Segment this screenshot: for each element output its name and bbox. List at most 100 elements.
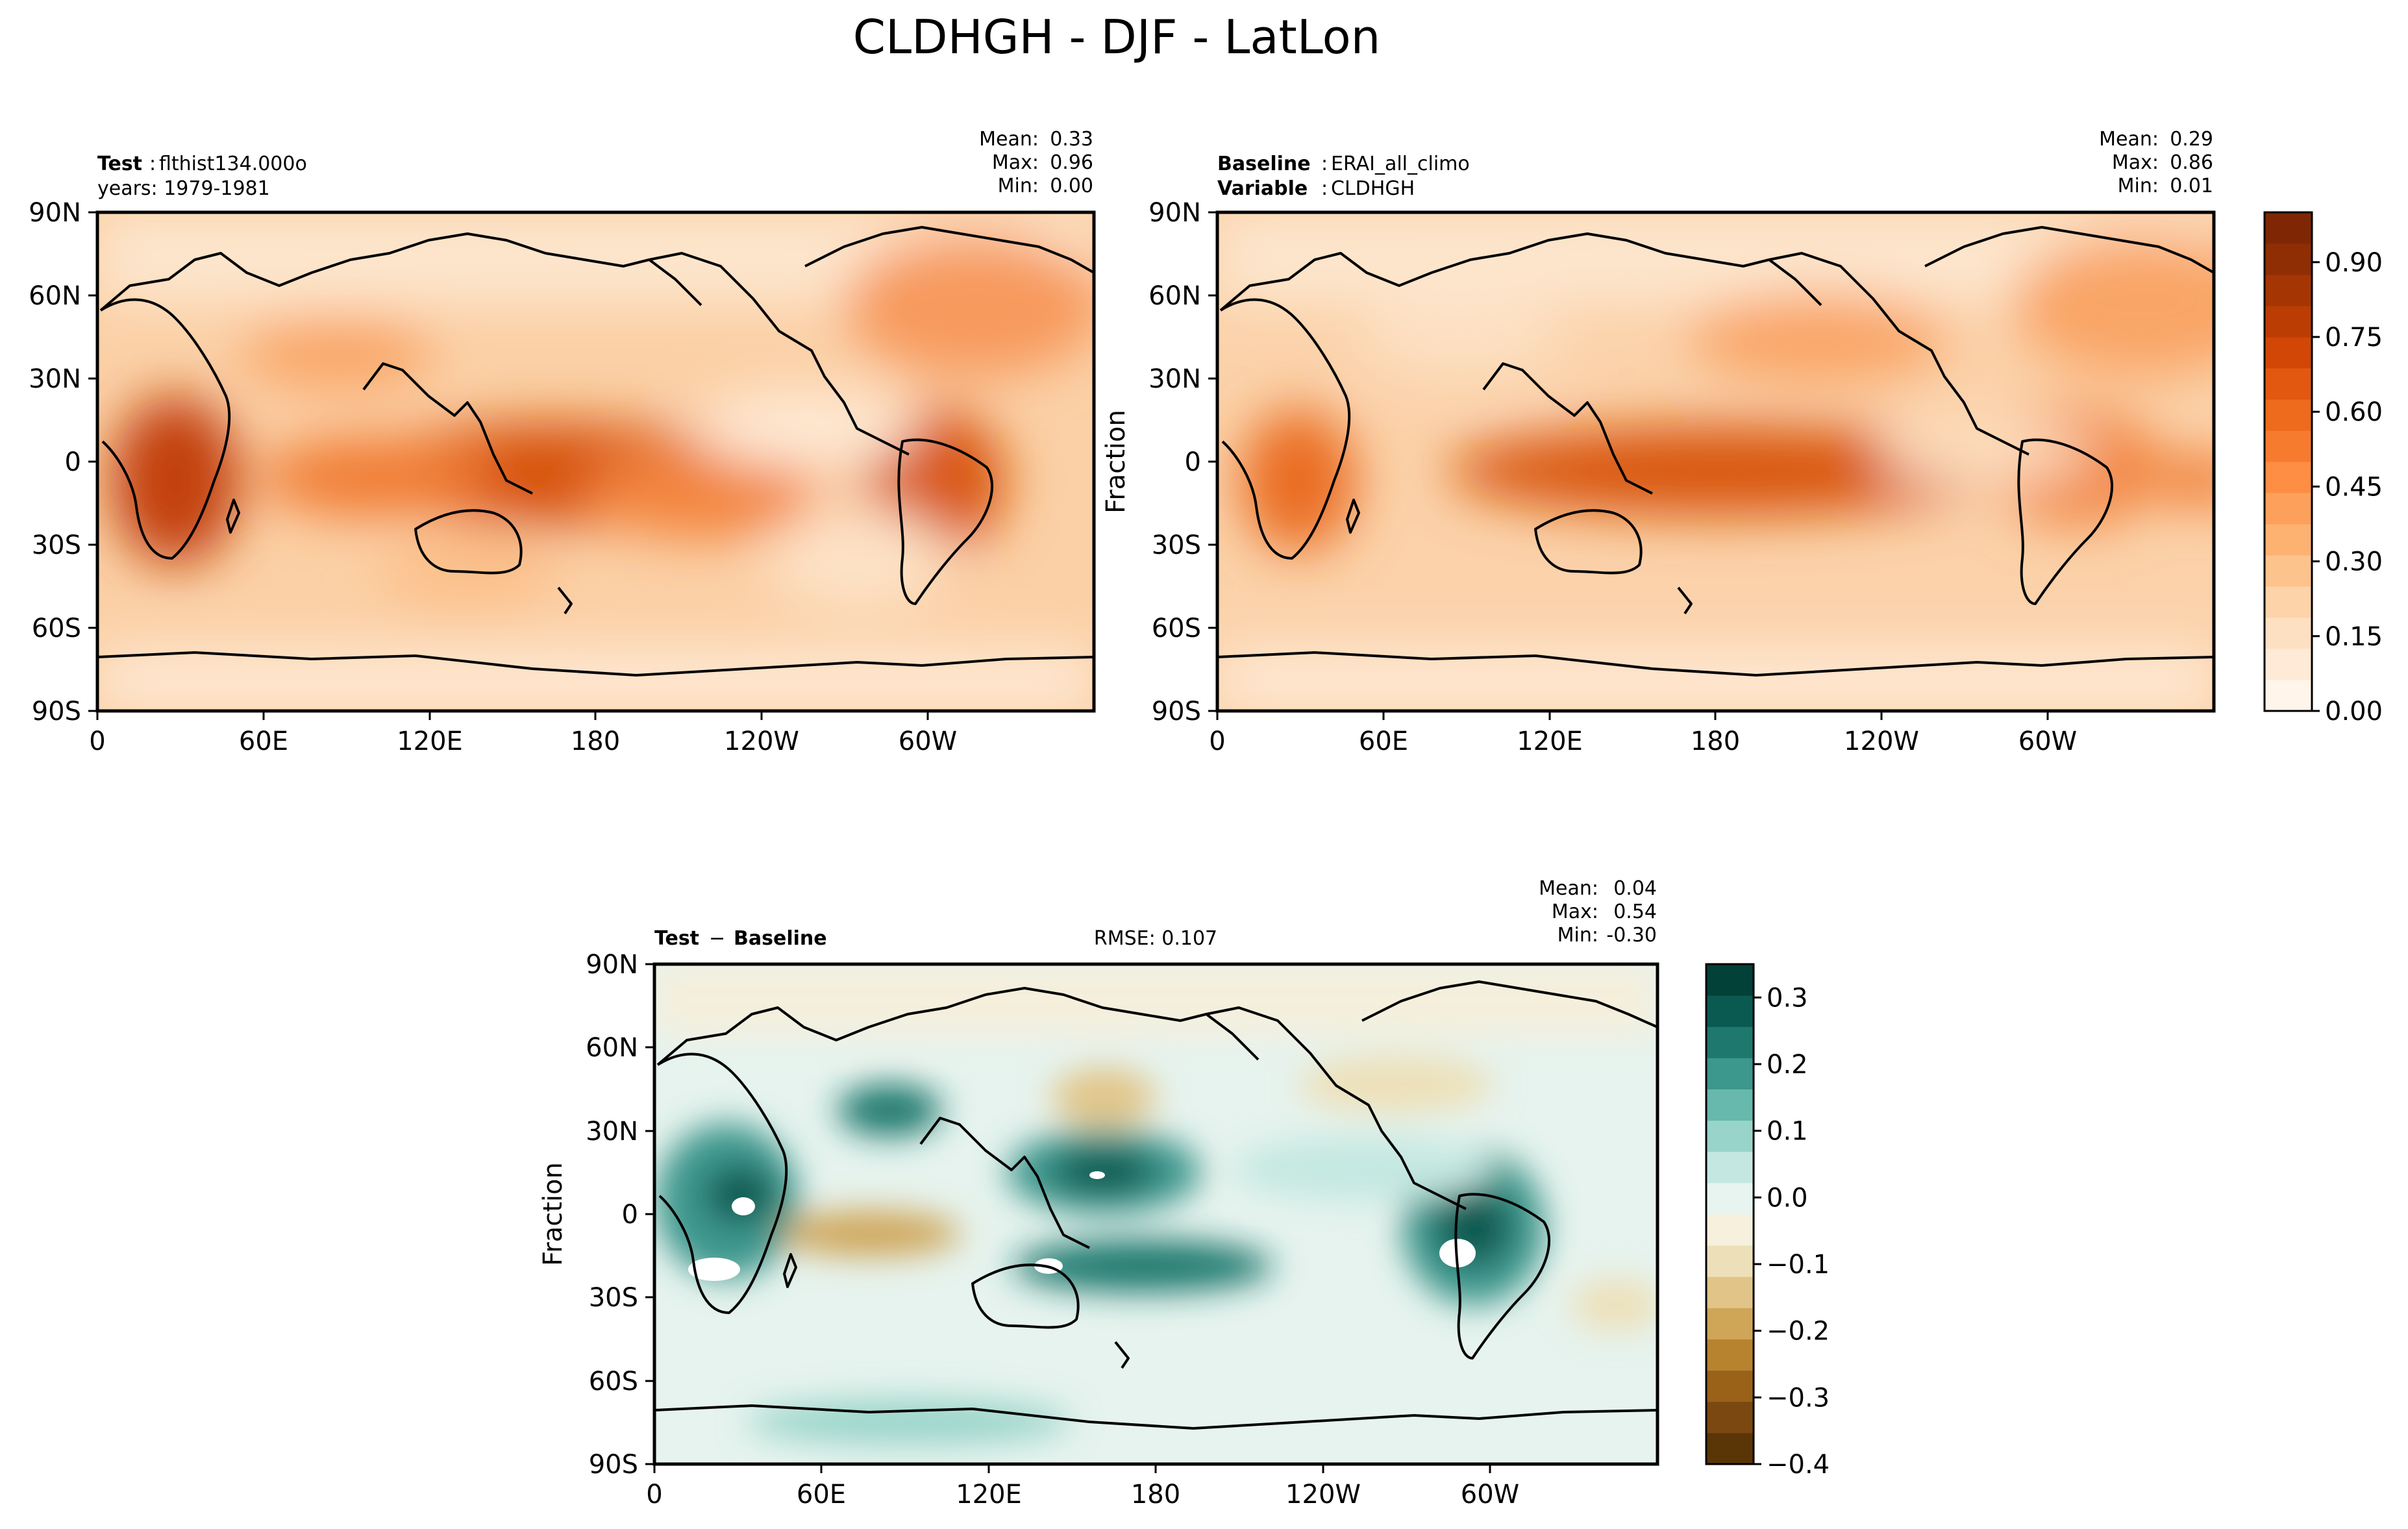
baseline-label-value: ERAI_all_climo xyxy=(1331,153,1470,175)
test-lat-tick-30S: 30S xyxy=(32,530,81,560)
main-colorbar-segment xyxy=(2265,493,2312,525)
test-min-value: 0.00 xyxy=(1050,175,1093,197)
main-colorbar: 0.00 0.15 0.30 0.45 0.60 0.75 0.90 xyxy=(2263,211,2383,727)
test-lat-tick-30N: 30N xyxy=(29,364,81,394)
diff-lon-tick-120E: 120E xyxy=(956,1480,1022,1510)
main-colorbar-segment xyxy=(2265,243,2312,275)
baseline-mean-label: Mean: xyxy=(2099,128,2159,151)
diff-colorbar-segment xyxy=(1706,1182,1754,1215)
diff-lat-tick-30N: 30N xyxy=(586,1117,638,1147)
diff-max-value: 0.54 xyxy=(1613,901,1657,923)
diff-lat-tick-90N: 90N xyxy=(586,950,638,980)
baseline-lat-ticks: 90N 60N 30N 0 30S 60S 90S xyxy=(1148,198,1201,727)
baseline-variable-bold: Variable xyxy=(1217,177,1308,200)
test-lon-tick-120W: 120W xyxy=(724,727,799,756)
baseline-coastlines xyxy=(1217,226,2214,677)
test-lat-tick-90N: 90N xyxy=(29,198,81,228)
diff-colorbar-tick-label: 0.3 xyxy=(1767,983,1808,1013)
main-colorbar-segment xyxy=(2265,649,2312,680)
diff-lat-tick-90S: 90S xyxy=(589,1450,638,1480)
diff-colorbar-segment xyxy=(1706,1058,1754,1089)
diff-map-field xyxy=(654,964,1657,1464)
diff-colorbar-segment xyxy=(1706,1214,1754,1246)
main-colorbar-tick-label: 0.00 xyxy=(2325,697,2383,727)
diff-colorbar-tick-label: 0.1 xyxy=(1767,1117,1808,1147)
test-years: years: 1979-1981 xyxy=(97,177,270,200)
diff-lon-tick-60E: 60E xyxy=(797,1480,846,1510)
test-coastlines xyxy=(97,226,1094,677)
test-lon-tick-0: 0 xyxy=(89,727,105,756)
diff-lon-ticks: 0 60E 120E 180 120W 60W xyxy=(646,1480,1519,1510)
baseline-max-value: 0.86 xyxy=(2170,151,2213,174)
main-colorbar-segment xyxy=(2265,680,2312,712)
diff-lat-tick-0: 0 xyxy=(622,1200,638,1230)
test-label-sep: : xyxy=(149,153,156,175)
baseline-lon-tick-180: 180 xyxy=(1691,727,1740,756)
main-colorbar-segment xyxy=(2265,368,2312,400)
diff-lon-tick-60W: 60W xyxy=(1461,1480,1519,1510)
main-colorbar-segment xyxy=(2265,524,2312,556)
baseline-min-label: Min: xyxy=(2118,175,2159,197)
diff-ylabel: Fraction xyxy=(538,1162,568,1266)
baseline-label-bold: Baseline xyxy=(1217,153,1311,175)
diff-lon-tick-180: 180 xyxy=(1131,1480,1180,1510)
test-min-label: Min: xyxy=(998,175,1039,197)
diff-colorbar-tick-label: 0.2 xyxy=(1767,1050,1808,1080)
baseline-variable-value: CLDHGH xyxy=(1331,177,1415,200)
test-lon-ticks: 0 60E 120E 180 120W 60W xyxy=(89,727,957,756)
diff-coastlines xyxy=(654,980,1657,1430)
test-mean-label: Mean: xyxy=(979,128,1039,151)
baseline-lat-tick-30S: 30S xyxy=(1152,530,1201,560)
baseline-lon-tick-60W: 60W xyxy=(2018,727,2077,756)
test-lat-tick-90S: 90S xyxy=(32,697,81,727)
diff-rmse: RMSE: 0.107 xyxy=(1094,927,1217,950)
diff-min-value: -0.30 xyxy=(1606,924,1657,947)
diff-label-op: − xyxy=(709,927,725,950)
baseline-lat-tick-0: 0 xyxy=(1185,447,1201,477)
diff-colorbar-segment xyxy=(1706,1276,1754,1308)
main-colorbar-tick-label: 0.45 xyxy=(2325,472,2383,502)
baseline-lon-tick-0: 0 xyxy=(1209,727,1225,756)
diff-lat-ticks: 90N 60N 30N 0 30S 60S 90S xyxy=(586,950,638,1480)
diff-mean-label: Mean: xyxy=(1539,877,1598,900)
diff-colorbar-segment xyxy=(1706,1089,1754,1121)
main-colorbar-tick-label: 0.30 xyxy=(2325,547,2383,577)
main-colorbar-segment xyxy=(2265,306,2312,338)
main-colorbar-segment xyxy=(2265,586,2312,618)
diff-lon-tick-120W: 120W xyxy=(1285,1480,1361,1510)
baseline-panel: Baseline : ERAI_all_climo Variable : CLD… xyxy=(1101,128,2216,756)
baseline-label-sep: : xyxy=(1321,153,1328,175)
diff-max-label: Max: xyxy=(1552,901,1598,923)
diff-colorbar-segment xyxy=(1706,1120,1754,1152)
main-colorbar-segment xyxy=(2265,275,2312,306)
diff-colorbar-tick-label: −0.4 xyxy=(1767,1450,1830,1480)
test-mean-value: 0.33 xyxy=(1050,128,1093,151)
diff-colorbar-tick-label: −0.3 xyxy=(1767,1383,1830,1413)
diff-colorbar-segment xyxy=(1706,1308,1754,1339)
test-lon-tick-60E: 60E xyxy=(239,727,288,756)
diff-colorbar-segment xyxy=(1706,1432,1754,1465)
diff-colorbar-segment xyxy=(1706,1370,1754,1402)
baseline-lon-tick-120E: 120E xyxy=(1517,727,1583,756)
diff-lat-tick-30S: 30S xyxy=(589,1283,638,1313)
baseline-mean-value: 0.29 xyxy=(2170,128,2213,151)
diff-colorbar-segment xyxy=(1706,1401,1754,1434)
test-lon-tick-180: 180 xyxy=(571,727,620,756)
baseline-lat-tick-60S: 60S xyxy=(1152,614,1201,643)
test-max-label: Max: xyxy=(992,151,1039,174)
baseline-lat-tick-30N: 30N xyxy=(1148,364,1201,394)
diff-label-b: Baseline xyxy=(734,927,827,950)
main-colorbar-segment xyxy=(2265,462,2312,493)
diff-colorbar-tick-label: −0.1 xyxy=(1767,1250,1830,1280)
diff-lon-tick-0: 0 xyxy=(646,1480,662,1510)
baseline-lat-tick-90N: 90N xyxy=(1148,198,1201,228)
test-lat-tick-0: 0 xyxy=(65,447,81,477)
main-colorbar-segment xyxy=(2265,555,2312,587)
test-lat-tick-60N: 60N xyxy=(29,281,81,311)
baseline-ylabel: Fraction xyxy=(1101,410,1131,514)
main-colorbar-segment xyxy=(2265,617,2312,649)
test-map-field xyxy=(97,212,1094,711)
diff-colorbar-tick-label: 0.0 xyxy=(1767,1183,1808,1213)
baseline-lon-tick-60E: 60E xyxy=(1359,727,1408,756)
baseline-lat-tick-90S: 90S xyxy=(1152,697,1201,727)
